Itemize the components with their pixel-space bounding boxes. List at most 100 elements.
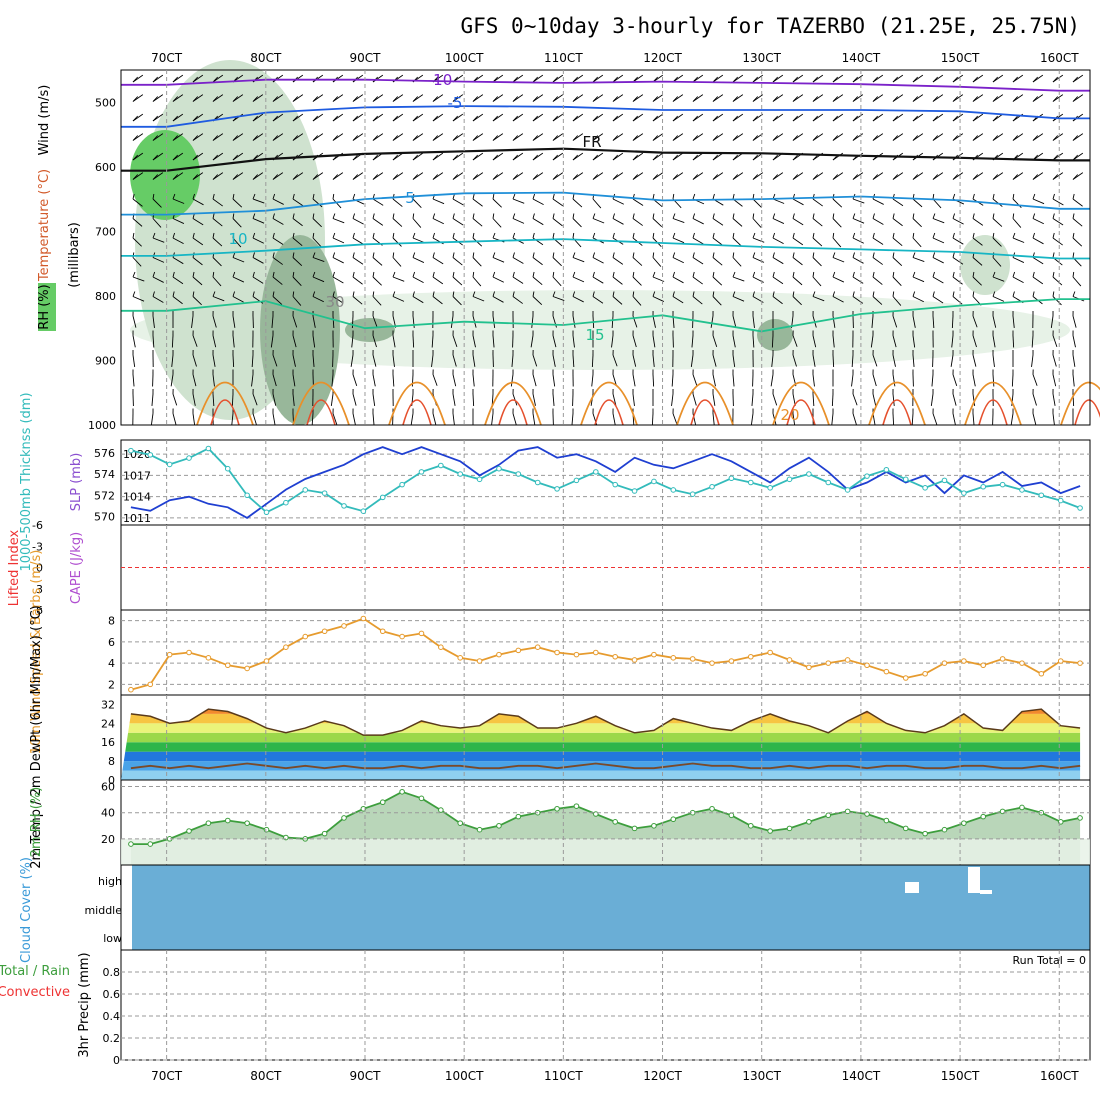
slp-tick-label: 1014: [123, 491, 151, 504]
wind-barb-flag: [632, 174, 639, 180]
wind-barb-flag: [352, 252, 355, 258]
wind-barb-flag: [212, 213, 215, 219]
wind-barb: [951, 335, 954, 348]
wind-speed-series-point: [554, 649, 560, 656]
contour-label: -10: [428, 71, 453, 89]
wind-barb-flag: [392, 115, 399, 122]
wind-barb: [412, 198, 422, 208]
wind-barb-flag: [712, 115, 719, 122]
x-tick-label-top: 80CT: [250, 51, 282, 65]
wind-barb-flag: [632, 135, 639, 141]
wind-barb: [672, 257, 684, 264]
wind-barb-flag: [392, 252, 395, 258]
run-total-label: Run Total = 0: [1013, 954, 1087, 967]
wind-barb-flag: [152, 76, 159, 83]
wind-barb-flag: [612, 174, 619, 180]
wind-barb: [452, 257, 463, 266]
wind-barb: [432, 276, 444, 285]
wind-barb-flag: [852, 135, 859, 141]
wind-barb-flag: [472, 291, 476, 297]
wind-barb-flag: [252, 135, 259, 141]
wind-barb: [192, 354, 197, 367]
wind-barb: [812, 237, 823, 247]
wind-barb: [1052, 276, 1063, 286]
wind-barb: [912, 257, 925, 263]
wind-barb: [992, 218, 1003, 227]
wind-barb-flag: [592, 96, 599, 102]
wind-barb: [332, 237, 345, 244]
wind-barb: [690, 354, 694, 367]
wind-barb: [192, 198, 204, 206]
wind-speed-series-point: [1019, 660, 1025, 666]
wind-barb-flag: [692, 193, 696, 200]
wind-barb: [532, 354, 538, 367]
wind-barb: [1050, 315, 1054, 328]
wind-barb: [632, 335, 637, 348]
rh-series-point: [457, 820, 464, 826]
wind-barb-flag: [672, 271, 675, 278]
wind-speed-series-point: [902, 675, 909, 681]
wind-barb-flag: [1012, 232, 1016, 239]
wind-barb: [1052, 237, 1063, 246]
wind-barb: [1072, 198, 1083, 207]
wind-barb-flag: [912, 174, 919, 180]
wind-barb-flag: [892, 271, 895, 278]
wind-barb: [732, 276, 745, 282]
wind-barb: [192, 393, 196, 406]
wind-barb-flag: [252, 174, 259, 180]
wind-barb-flag: [372, 135, 379, 141]
wind-barb-flag: [152, 271, 156, 278]
wind-barb-flag: [872, 135, 879, 141]
rh-series-point: [147, 841, 154, 847]
dewpoint-series: [130, 762, 1081, 770]
wind-barb-flag: [412, 291, 415, 297]
wind-barb: [132, 257, 142, 267]
thickness-series-point: [166, 461, 173, 468]
wind-barb-flag: [832, 135, 839, 141]
wind-barb: [872, 413, 876, 426]
wind-barb-flag: [932, 76, 939, 83]
wind-barb: [552, 335, 557, 348]
x-tick-label-bottom: 120CT: [643, 1069, 682, 1083]
wind-barb-flag: [272, 252, 275, 258]
wind-barb-flag: [552, 174, 559, 180]
wind-barb-flag: [832, 96, 839, 102]
wind-speed-series-point: [844, 657, 851, 663]
wind-barb-flag: [132, 154, 139, 161]
wind-barb: [931, 374, 934, 387]
wind-barb: [712, 354, 717, 367]
thickness-series-point: [399, 481, 405, 488]
wind-barb: [571, 413, 574, 426]
wind-barb: [592, 276, 604, 284]
wind-barb: [192, 257, 203, 266]
wind-barb: [472, 393, 475, 407]
wind-barb-flag: [952, 232, 955, 239]
wind-barb-flag: [132, 291, 136, 297]
wind-barb-flag: [532, 115, 539, 122]
wind-barb: [732, 315, 737, 328]
wind-barb-flag: [212, 193, 215, 200]
wind-barb: [932, 315, 935, 329]
wind-barb: [232, 237, 242, 248]
wind-barb-flag: [392, 291, 396, 297]
wind-barb-flag: [892, 135, 899, 141]
rh-series-point: [1019, 804, 1025, 811]
wind-speed-series-point: [883, 668, 890, 675]
wind-barb-flag: [392, 174, 399, 180]
wind-barb-flag: [552, 213, 555, 219]
wind-barb: [172, 413, 177, 426]
wind-barb-flag: [512, 291, 515, 297]
wind-barb: [852, 257, 864, 264]
wind-barb-flag: [832, 232, 835, 239]
wind-barb-flag: [332, 232, 336, 239]
x-tick-label-bottom: 130CT: [742, 1069, 781, 1083]
thickness-series-point: [341, 503, 347, 509]
y-tick-label: 500: [95, 96, 116, 109]
wind-barb: [132, 276, 145, 282]
wind-barb: [892, 296, 902, 306]
wind-barb: [412, 218, 422, 228]
wind-barb: [311, 413, 314, 426]
wind-barb-flag: [252, 213, 256, 219]
wind-barb-flag: [252, 115, 259, 122]
